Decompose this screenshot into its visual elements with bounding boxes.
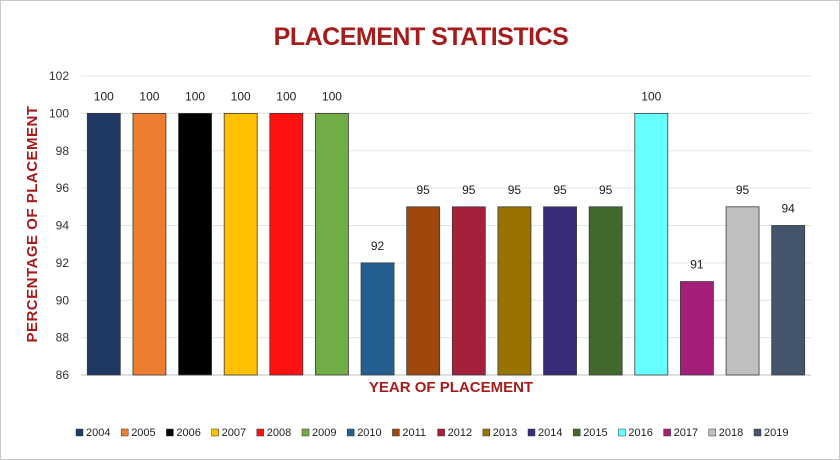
legend-label: 2009 — [312, 427, 336, 439]
y-tick-label: 100 — [49, 106, 69, 120]
chart-title: PLACEMENT STATISTICS — [274, 23, 569, 51]
legend-label: 2019 — [764, 427, 788, 439]
bar-2012 — [451, 206, 486, 376]
bars — [86, 112, 806, 376]
legend-swatch — [392, 428, 400, 437]
bar-2017 — [680, 281, 714, 376]
legend-label: 2013 — [493, 427, 517, 439]
legend-item-2012: 2012 — [437, 427, 472, 439]
legend-label: 2018 — [719, 427, 743, 439]
bar-2013 — [497, 206, 532, 376]
legend-swatch — [301, 428, 310, 437]
data-label-2018: 95 — [736, 183, 750, 197]
legend-item-2005: 2005 — [120, 427, 156, 439]
bar-2008 — [269, 112, 304, 376]
legend-swatch — [753, 428, 762, 437]
bar-2007 — [223, 112, 258, 376]
legend-swatch — [166, 428, 174, 437]
data-label-2015: 95 — [599, 183, 613, 197]
data-label-2013: 95 — [508, 183, 522, 197]
legend-label: 2015 — [583, 427, 607, 439]
bar-2010 — [360, 262, 395, 376]
x-axis-title: YEAR OF PLACEMENT — [369, 379, 533, 396]
data-label-2009: 100 — [322, 89, 342, 103]
legend-label: 2011 — [402, 427, 426, 439]
data-label-2012: 95 — [462, 183, 476, 197]
legend-item-2014: 2014 — [527, 427, 562, 439]
bar-2009 — [315, 112, 349, 376]
legend-swatch — [437, 428, 445, 437]
legend-swatch — [120, 428, 129, 437]
legend-item-2018: 2018 — [708, 427, 743, 439]
legend-swatch — [256, 428, 265, 437]
bar-2014 — [543, 206, 577, 376]
y-tick-label: 88 — [56, 331, 70, 345]
legend-item-2004: 2004 — [75, 427, 110, 439]
data-labels: 100 100 100 100 100 100 92 95 95 95 95 95 100 91 95 94 — [94, 89, 795, 271]
legend-swatch — [527, 428, 536, 437]
legend-item-2013: 2013 — [482, 427, 517, 439]
legend-item-2015: 2015 — [572, 427, 608, 439]
data-label-2007: 100 — [231, 89, 251, 103]
data-label-2010: 92 — [371, 239, 385, 253]
data-label-2014: 95 — [553, 183, 567, 197]
y-tick-label: 94 — [56, 219, 70, 233]
bar-2019 — [771, 225, 806, 376]
legend-swatch — [618, 428, 626, 437]
legend-item-2019: 2019 — [753, 427, 788, 439]
y-tick-label: 92 — [56, 256, 70, 270]
legend-swatch — [211, 428, 219, 437]
legend-item-2008: 2008 — [256, 427, 291, 439]
legend-swatch — [663, 428, 671, 437]
legend-swatch — [572, 428, 581, 437]
legend-item-2010: 2010 — [346, 427, 382, 439]
legend-label: 2010 — [357, 427, 381, 439]
y-axis-title: PERCENTAGE OF PLACEMENT — [24, 105, 41, 342]
legend-label: 2005 — [131, 427, 155, 439]
bar-2011 — [406, 206, 441, 376]
legend-swatch — [346, 428, 355, 437]
bar-2004 — [86, 112, 121, 376]
data-label-2017: 91 — [690, 258, 704, 272]
y-tick-label: 86 — [56, 368, 70, 382]
data-label-2005: 100 — [139, 89, 159, 103]
legend: 2004 2005 2006 2007 2008 2009 2010 2011 2012 2013… — [75, 427, 788, 439]
y-tick-label: 98 — [56, 144, 70, 158]
legend-item-2006: 2006 — [166, 427, 201, 439]
y-tick-label: 102 — [49, 69, 69, 83]
legend-item-2017: 2017 — [663, 427, 698, 439]
legend-item-2007: 2007 — [211, 427, 246, 439]
legend-label: 2008 — [267, 427, 291, 439]
legend-label: 2014 — [538, 427, 562, 439]
legend-label: 2006 — [176, 427, 200, 439]
legend-item-2016: 2016 — [618, 427, 653, 439]
legend-label: 2007 — [222, 427, 246, 439]
data-label-2004: 100 — [94, 89, 114, 103]
legend-label: 2016 — [628, 427, 652, 439]
legend-swatch — [482, 428, 491, 437]
legend-label: 2012 — [448, 427, 472, 439]
data-label-2008: 100 — [276, 89, 296, 103]
y-tick-label: 90 — [56, 293, 70, 307]
legend-swatch — [708, 428, 717, 437]
legend-label: 2017 — [674, 427, 698, 439]
legend-label: 2004 — [86, 427, 110, 439]
bar-2005 — [132, 112, 167, 376]
y-tick-label: 96 — [56, 181, 70, 195]
legend-item-2009: 2009 — [301, 427, 336, 439]
legend-swatch — [75, 428, 84, 437]
data-label-2019: 94 — [782, 202, 796, 216]
data-label-2011: 95 — [417, 183, 431, 197]
data-label-2006: 100 — [185, 89, 205, 103]
y-axis-ticks: 86 88 90 92 94 96 98 100 102 — [49, 69, 69, 382]
data-label-2016: 100 — [641, 89, 661, 103]
legend-item-2011: 2011 — [392, 427, 426, 439]
bar-2016 — [634, 112, 669, 376]
bar-2006 — [178, 112, 212, 376]
bar-2015 — [588, 206, 623, 376]
bar-2018 — [725, 206, 760, 376]
